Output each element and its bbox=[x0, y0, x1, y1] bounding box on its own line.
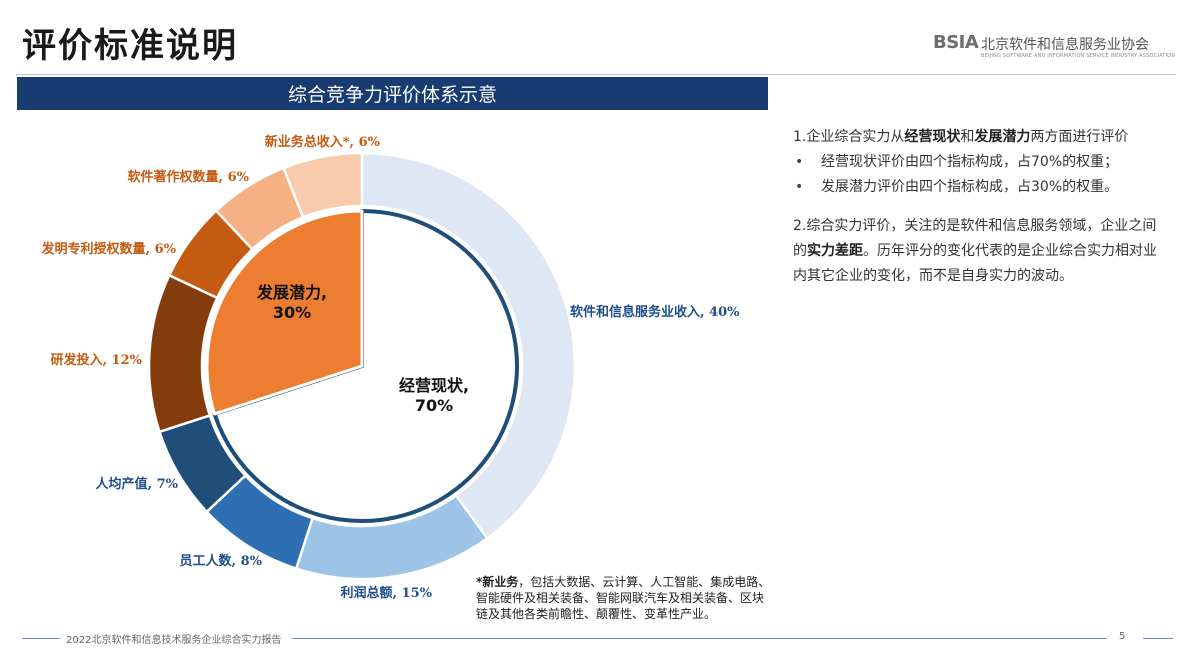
footer-report-title: 2022北京软件和信息技术服务企业综合实力报告 bbox=[66, 635, 282, 646]
panel-paragraph-2: 2.综合实力评价，关注的是软件和信息服务领域，企业之间的实力差距。历年评分的变化… bbox=[793, 214, 1158, 289]
p1-bold-a: 经营现状 bbox=[904, 129, 961, 145]
page-title: 评价标准说明 bbox=[22, 26, 238, 66]
p1-text-b: 和 bbox=[960, 129, 975, 145]
panel-paragraph-1: 1.企业综合实力从经营现状和发展潜力两方面进行评价 bbox=[793, 125, 1158, 150]
inner-pie-slice bbox=[212, 209, 519, 523]
p1-text-c: 两方面进行评价 bbox=[1030, 129, 1129, 145]
panel-bullet-2: 发展潜力评价由四个指标构成，占30%的权重。 bbox=[793, 175, 1158, 200]
footnote-mark: *新业务 bbox=[476, 575, 519, 589]
inner-slice-label: 经营现状, bbox=[399, 376, 469, 395]
inner-slice-label: 发展潜力, bbox=[256, 283, 327, 302]
donut-chart: 经营现状,70% 发展潜力,30% 软件和信息服务业收入, 40% 利润总额, 15%… bbox=[41, 134, 741, 601]
outer-segment-label: 人均产值, 7% bbox=[96, 476, 179, 492]
footer-divider-left bbox=[22, 638, 60, 639]
outer-segment-label: 软件和信息服务业收入, 40% bbox=[570, 304, 740, 320]
outer-segment-label: 新业务总收入*, 6% bbox=[265, 134, 381, 150]
outer-segment-label: 发明专利授权数量, 6% bbox=[41, 241, 177, 257]
footer-divider-middle bbox=[292, 638, 1107, 639]
outer-segment-label: 研发投入, 12% bbox=[51, 352, 143, 368]
inner-slice-percent: 70% bbox=[415, 396, 453, 415]
title-divider bbox=[16, 74, 1176, 75]
p2-text-a: 2.综合实力评价，关注的是软件和信息服务领域，企业之间的 bbox=[793, 218, 1157, 259]
outer-segment-label: 利润总额, 15% bbox=[341, 585, 433, 601]
outer-ring-segment bbox=[360, 151, 577, 541]
logo-mark: BSIA bbox=[933, 32, 979, 53]
association-logo: BSIA 北京软件和信息服务业协会 BEIJING SOFTWARE AND I… bbox=[933, 32, 1175, 62]
footer-divider-right bbox=[1143, 638, 1173, 639]
footnote: *新业务，包括大数据、云计算、人工智能、集成电路、智能硬件及相关装备、智能网联汽… bbox=[476, 574, 771, 622]
panel-bullet-1: 经营现状评价由四个指标构成，占70%的权重； bbox=[793, 150, 1158, 175]
explanation-panel: 1.企业综合实力从经营现状和发展潜力两方面进行评价 经营现状评价由四个指标构成，… bbox=[793, 125, 1158, 289]
p1-text-a: 1.企业综合实力从 bbox=[793, 129, 905, 145]
logo-english-name: BEIJING SOFTWARE AND INFORMATION SERVICE… bbox=[981, 53, 1176, 59]
p2-text-b: 。历年评分的变化代表的是企业综合实力相对业内其它企业的变化，而不是自身实力的波动… bbox=[793, 243, 1157, 284]
outer-ring-segment bbox=[281, 151, 364, 219]
p2-bold: 实力差距 bbox=[807, 243, 863, 259]
page-number: 5 bbox=[1119, 631, 1126, 642]
footnote-text: ，包括大数据、云计算、人工智能、集成电路、智能硬件及相关装备、智能网联汽车及相关… bbox=[476, 575, 771, 621]
p1-bold-b: 发展潜力 bbox=[974, 129, 1031, 145]
chart-banner: 综合竞争力评价体系示意 bbox=[17, 77, 768, 110]
outer-segment-label: 员工人数, 8% bbox=[180, 553, 263, 569]
inner-slice-percent: 30% bbox=[273, 303, 311, 322]
outer-segment-label: 软件著作权数量, 6% bbox=[128, 169, 250, 185]
inner-pie-slice bbox=[205, 209, 364, 416]
logo-name: 北京软件和信息服务业协会 bbox=[981, 37, 1149, 53]
